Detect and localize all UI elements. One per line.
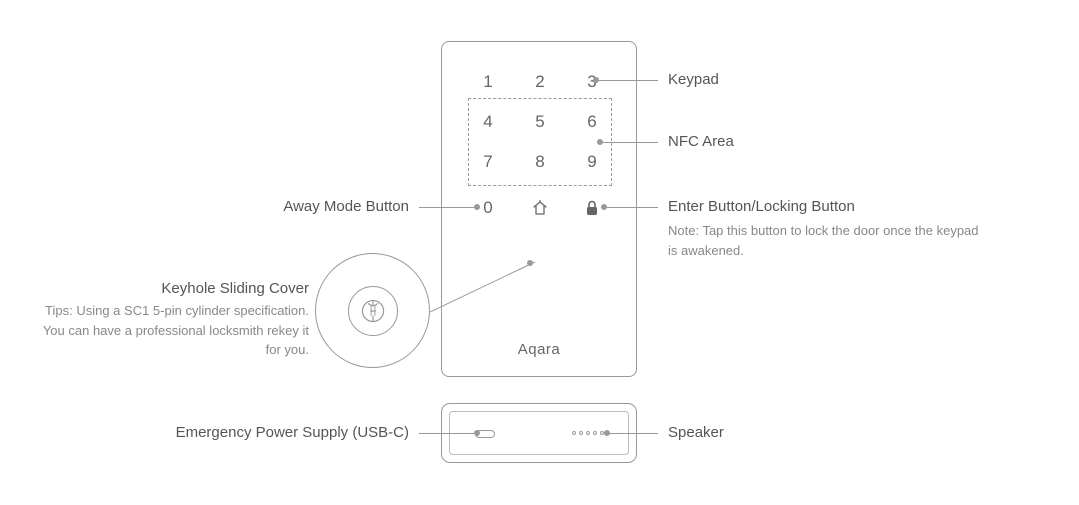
callout-enter-label: Enter Button/Locking Button [668, 198, 988, 215]
callout-leader-diagonal [430, 260, 540, 315]
callout-usbc-label: Emergency Power Supply (USB-C) [176, 424, 409, 441]
callout-enter-note: Note: Tap this button to lock the door o… [668, 221, 988, 260]
callout-keyhole-label: Keyhole Sliding Cover [39, 280, 309, 297]
device-front-panel: 1 2 3 4 5 6 7 8 9 0 Aqara [441, 41, 637, 377]
callout-speaker: Speaker [668, 424, 724, 441]
callout-leader [604, 207, 658, 208]
callout-leader [596, 80, 658, 81]
callout-keypad: Keypad [668, 71, 719, 88]
callout-leader [600, 142, 658, 143]
speaker-holes [572, 431, 604, 435]
speaker-dot [593, 431, 597, 435]
callout-leader [419, 433, 477, 434]
speaker-dot [579, 431, 583, 435]
callout-speaker-label: Speaker [668, 424, 724, 441]
keyhole-cover-diagram [315, 253, 430, 368]
brand-label: Aqara [442, 341, 636, 358]
key-2: 2 [535, 72, 544, 92]
callout-usbc: Emergency Power Supply (USB-C) [176, 424, 409, 441]
speaker-dot [572, 431, 576, 435]
callout-nfc: NFC Area [668, 133, 734, 150]
callout-keyhole: Keyhole Sliding Cover Tips: Using a SC1 … [39, 280, 309, 360]
callout-keyhole-tips: Tips: Using a SC1 5-pin cylinder specifi… [39, 301, 309, 360]
callout-away: Away Mode Button [283, 198, 409, 215]
callout-keypad-label: Keypad [668, 71, 719, 88]
key-0: 0 [483, 198, 492, 218]
callout-nfc-label: NFC Area [668, 133, 734, 150]
callout-away-label: Away Mode Button [283, 198, 409, 215]
speaker-dot [586, 431, 590, 435]
keyhole-inner [348, 286, 398, 336]
callout-dot [527, 260, 533, 266]
callout-enter: Enter Button/Locking Button Note: Tap th… [668, 198, 988, 260]
nfc-area-box [468, 98, 612, 186]
callout-leader [607, 433, 658, 434]
away-mode-icon [532, 200, 548, 216]
keyhole-icon [349, 286, 397, 336]
lock-icon [585, 200, 599, 216]
key-1: 1 [483, 72, 492, 92]
keypad-bottom-row: 0 [462, 198, 618, 218]
callout-leader [419, 207, 477, 208]
